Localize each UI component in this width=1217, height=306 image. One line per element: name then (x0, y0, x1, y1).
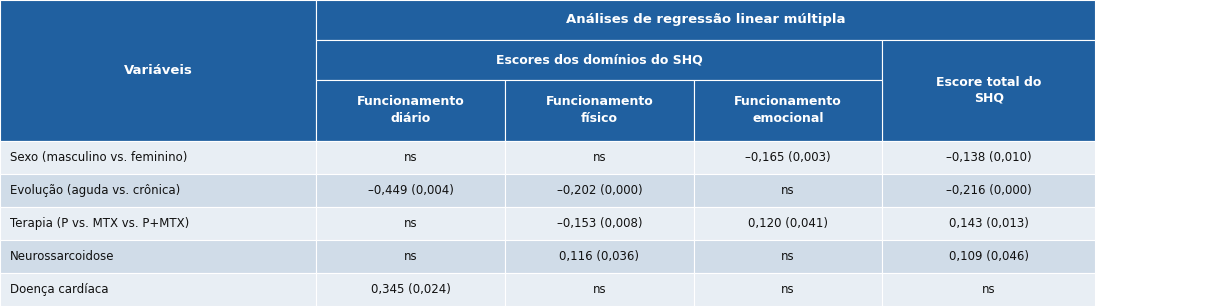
Text: Sexo (masculino vs. feminino): Sexo (masculino vs. feminino) (10, 151, 187, 164)
Bar (882, 207, 1095, 240)
Text: –0,153 (0,008): –0,153 (0,008) (556, 217, 643, 230)
Bar (316, 273, 505, 306)
Text: Escores dos domínios do SHQ: Escores dos domínios do SHQ (497, 53, 702, 66)
Text: 0,109 (0,046): 0,109 (0,046) (949, 250, 1028, 263)
Text: Doença cardíaca: Doença cardíaca (10, 283, 108, 296)
Bar (505, 141, 694, 174)
Text: –0,138 (0,010): –0,138 (0,010) (946, 151, 1032, 164)
Bar (694, 80, 882, 141)
Bar (316, 80, 505, 141)
Bar (316, 240, 505, 273)
Text: ns: ns (982, 283, 996, 296)
Bar (882, 273, 1095, 306)
Bar (0, 273, 316, 306)
Bar (505, 174, 694, 207)
Bar (0, 240, 316, 273)
Bar (0, 141, 316, 174)
Bar (882, 174, 1095, 207)
Text: Terapia (P vs. MTX vs. P+MTX): Terapia (P vs. MTX vs. P+MTX) (10, 217, 189, 230)
Bar (0, 174, 316, 207)
Text: Evolução (aguda vs. crônica): Evolução (aguda vs. crônica) (10, 184, 180, 197)
Text: ns: ns (781, 283, 795, 296)
Bar (316, 141, 505, 174)
Bar (316, 40, 882, 80)
Text: Neurossarcoidose: Neurossarcoidose (10, 250, 114, 263)
Bar (694, 174, 882, 207)
Bar (694, 273, 882, 306)
Text: ns: ns (404, 250, 417, 263)
Text: 0,120 (0,041): 0,120 (0,041) (748, 217, 828, 230)
Bar (882, 141, 1095, 174)
Bar (505, 207, 694, 240)
Bar (505, 80, 694, 141)
Bar (694, 141, 882, 174)
Text: 0,143 (0,013): 0,143 (0,013) (949, 217, 1028, 230)
Bar (0, 207, 316, 240)
Text: ns: ns (593, 151, 606, 164)
Text: –0,449 (0,004): –0,449 (0,004) (368, 184, 454, 197)
Text: Funcionamento
diário: Funcionamento diário (357, 95, 465, 125)
Text: Escore total do
SHQ: Escore total do SHQ (936, 76, 1042, 105)
Bar (0, 0, 316, 141)
Text: –0,165 (0,003): –0,165 (0,003) (745, 151, 831, 164)
Bar (882, 40, 1095, 141)
Bar (505, 240, 694, 273)
Text: 0,345 (0,024): 0,345 (0,024) (371, 283, 450, 296)
Text: Variáveis: Variáveis (124, 64, 192, 77)
Text: –0,216 (0,000): –0,216 (0,000) (946, 184, 1032, 197)
Text: ns: ns (781, 184, 795, 197)
Text: –0,202 (0,000): –0,202 (0,000) (556, 184, 643, 197)
Text: 0,116 (0,036): 0,116 (0,036) (560, 250, 639, 263)
Bar (316, 174, 505, 207)
Bar (505, 273, 694, 306)
Text: ns: ns (593, 283, 606, 296)
Text: ns: ns (404, 217, 417, 230)
Bar (316, 0, 1095, 40)
Bar (882, 240, 1095, 273)
Text: Análises de regressão linear múltipla: Análises de regressão linear múltipla (566, 13, 846, 26)
Bar (694, 207, 882, 240)
Bar (316, 207, 505, 240)
Text: ns: ns (781, 250, 795, 263)
Text: Funcionamento
físico: Funcionamento físico (545, 95, 654, 125)
Bar (694, 240, 882, 273)
Text: ns: ns (404, 151, 417, 164)
Text: Funcionamento
emocional: Funcionamento emocional (734, 95, 842, 125)
